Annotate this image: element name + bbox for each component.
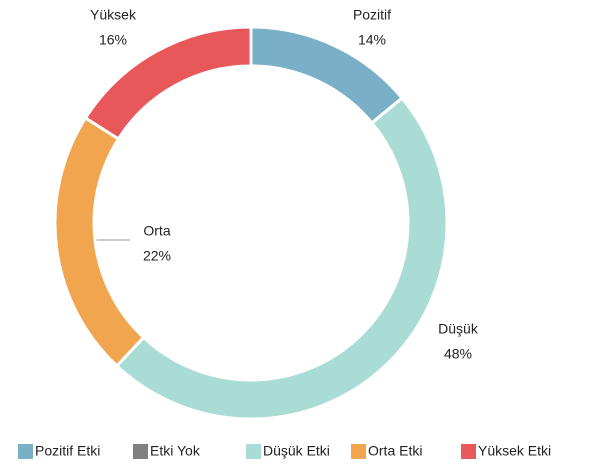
legend-swatch	[133, 444, 148, 459]
legend-swatch	[351, 444, 366, 459]
legend-label: Düşük Etki	[263, 443, 330, 459]
legend-swatch	[18, 444, 33, 459]
legend-label: Etki Yok	[150, 443, 201, 459]
slice-label: Orta	[143, 223, 170, 239]
legend-swatch	[461, 444, 476, 459]
donut-slice	[83, 25, 253, 141]
value-label: 48%	[444, 346, 472, 362]
slice-label: Yüksek	[90, 7, 137, 23]
value-label: 16%	[99, 32, 127, 48]
value-label: 22%	[143, 248, 171, 264]
donut-slice	[114, 95, 449, 421]
legend-label: Yüksek Etki	[478, 443, 551, 459]
slice-label: Düşük	[438, 321, 479, 337]
donut-slice	[53, 115, 146, 368]
legend-label: Pozitif Etki	[35, 443, 100, 459]
slice-label: Pozitif	[353, 7, 391, 23]
value-label: 14%	[358, 32, 386, 48]
legend-swatch	[246, 444, 261, 459]
legend-label: Orta Etki	[368, 443, 422, 459]
